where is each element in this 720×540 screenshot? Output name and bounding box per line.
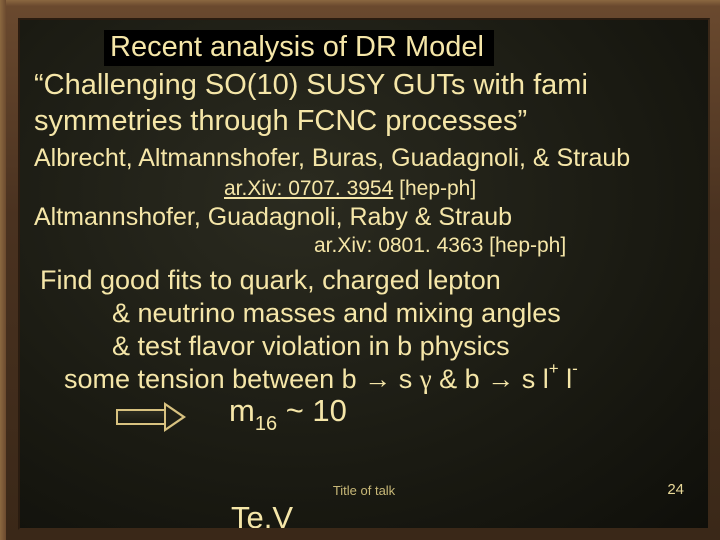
lepton-l: l — [559, 364, 573, 394]
findings-line3: & test flavor violation in b physics — [112, 330, 708, 363]
tension-mid: s — [391, 364, 420, 394]
mass-expression: m16 ~ 10 — [229, 392, 347, 435]
block-arrow-icon — [116, 402, 186, 432]
arrow-glyph-2: → — [487, 364, 514, 394]
authors-first: Albrecht, Altmannshofer, Buras, Guadagno… — [34, 144, 708, 173]
mass-sub16: 16 — [255, 413, 277, 435]
arrow-glyph: → — [364, 364, 391, 394]
tev-unit: Te.V — [231, 500, 293, 530]
arxiv-ref-first: ar.Xiv: 0707. 3954 [hep-ph] — [224, 177, 708, 201]
arxiv-id-first: ar.Xiv: 0707. 3954 — [224, 177, 393, 200]
arrow-mass-row: m16 ~ 10 — [34, 396, 708, 438]
gamma-glyph: γ — [420, 364, 432, 394]
page-number: 24 — [667, 481, 684, 498]
footer-title: Title of talk — [20, 483, 708, 498]
arxiv-cat-first: [hep-ph] — [393, 177, 476, 200]
mass-rest: ~ 10 — [277, 393, 347, 428]
chalkboard: Recent analysis of DR Model “Challenging… — [18, 18, 710, 530]
wood-frame: Recent analysis of DR Model “Challenging… — [0, 0, 720, 540]
slide-title: Recent analysis of DR Model — [104, 30, 494, 66]
tension-line: some tension between b → s γ & b → s l+ … — [64, 363, 708, 396]
super-plus: + — [549, 359, 559, 378]
paper-title-line2: symmetries through FCNC processes” — [34, 104, 708, 138]
tension-pre: some tension between b — [64, 364, 364, 394]
mass-m: m — [229, 393, 255, 428]
super-minus: - — [572, 359, 578, 378]
findings-line1: Find good fits to quark, charged lepton — [40, 264, 708, 297]
findings-block: Find good fits to quark, charged lepton … — [34, 264, 708, 438]
arxiv-ref-second: ar.Xiv: 0801. 4363 [hep-ph] — [314, 234, 708, 258]
paper-title-line1: “Challenging SO(10) SUSY GUTs with fami — [34, 68, 708, 102]
findings-line2: & neutrino masses and mixing angles — [112, 297, 708, 330]
tension-amp: & b — [432, 364, 488, 394]
tension-post: s l — [514, 364, 549, 394]
authors-second: Altmannshofer, Guadagnoli, Raby & Straub — [34, 203, 708, 232]
